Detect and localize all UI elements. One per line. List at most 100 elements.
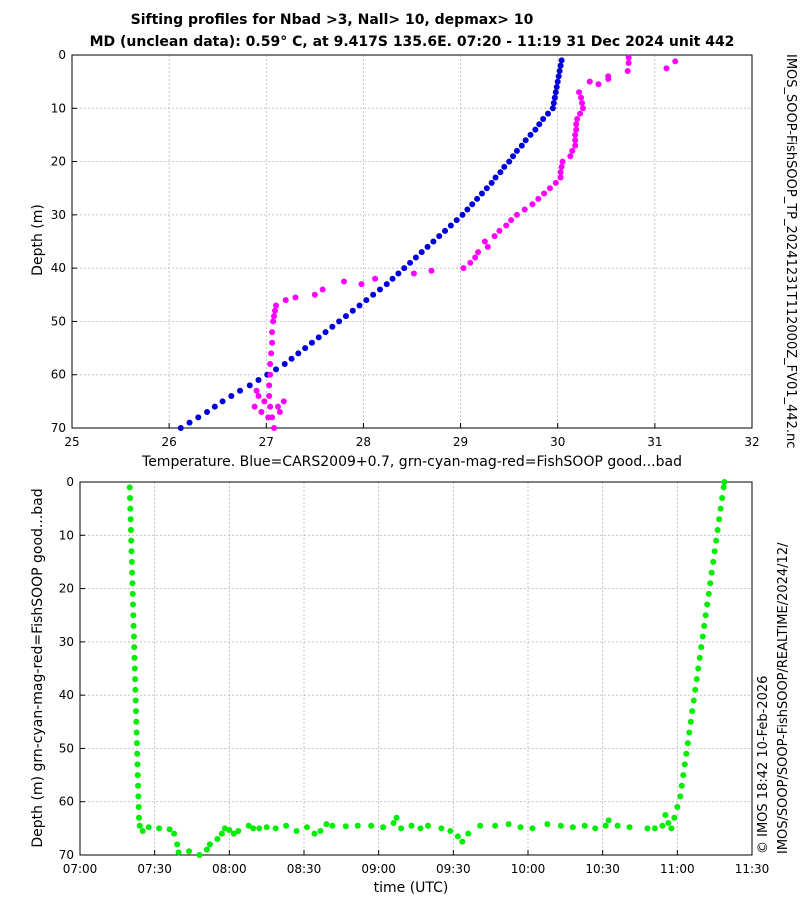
data-point (690, 697, 697, 704)
data-point (488, 179, 495, 186)
data-point (625, 54, 632, 61)
y-tick-label: 40 (59, 688, 74, 702)
data-point (302, 345, 309, 352)
data-point (196, 852, 203, 858)
data-point (261, 398, 268, 405)
data-point (605, 817, 612, 824)
data-point (418, 249, 425, 256)
data-point (513, 211, 520, 218)
data-point (671, 814, 678, 821)
data-point (358, 281, 365, 288)
data-point (276, 409, 283, 416)
title-line-1: Sifting profiles for Nbad >3, Nall> 10, … (131, 12, 534, 28)
data-point (557, 174, 564, 181)
data-point (315, 334, 322, 341)
data-point (540, 115, 547, 122)
data-point (266, 393, 273, 400)
data-point (573, 126, 580, 133)
data-point (251, 403, 258, 410)
data-point (390, 820, 397, 827)
data-point (546, 185, 553, 192)
data-point (265, 414, 272, 421)
data-point (484, 243, 491, 250)
data-point (695, 665, 702, 672)
data-point (128, 558, 135, 565)
data-point (497, 169, 504, 176)
data-point (521, 206, 528, 213)
data-point (292, 294, 299, 301)
data-point (135, 782, 142, 789)
data-point (556, 67, 563, 74)
data-point (133, 740, 140, 747)
data-point (557, 62, 564, 69)
data-point (174, 841, 181, 848)
data-point (255, 377, 262, 384)
data-point (459, 838, 466, 845)
data-point (363, 297, 370, 304)
data-point (407, 259, 414, 266)
data-point (132, 686, 139, 693)
data-point (139, 828, 146, 835)
data-point (459, 211, 466, 218)
data-point (678, 782, 685, 789)
data-point (681, 761, 688, 768)
data-point (271, 425, 278, 431)
data-point (393, 814, 400, 821)
data-point (644, 825, 651, 832)
data-point (592, 825, 599, 832)
data-point (166, 826, 173, 833)
data-point (267, 371, 274, 378)
data-point (135, 804, 142, 811)
data-point (714, 526, 721, 533)
data-point (128, 537, 135, 544)
top-chart-ticks: 25 26 27 28 29 30 31 32 0 10 20 30 40 50 60 70 (51, 48, 760, 449)
data-point (551, 94, 558, 101)
data-point (595, 81, 602, 88)
data-point (389, 275, 396, 282)
data-point (710, 558, 717, 565)
data-point (481, 238, 488, 245)
data-point (567, 153, 574, 160)
data-point (127, 516, 134, 523)
bottom-chart-ticks: 07:00 07:30 08:00 08:30 09:00 09:30 10:00 10:30… (59, 475, 770, 876)
bottom-chart-frame (79, 481, 753, 856)
data-point (145, 824, 152, 831)
y-tick-label: 50 (51, 314, 66, 328)
x-tick-label: 07:00 (63, 862, 98, 876)
data-point (689, 708, 696, 715)
data-point (529, 201, 536, 208)
data-point (447, 828, 454, 835)
data-point (454, 833, 461, 840)
data-point (680, 772, 687, 779)
data-point (129, 569, 136, 576)
data-point (713, 537, 720, 544)
data-point (614, 822, 621, 829)
data-point (171, 830, 178, 837)
data-point (408, 822, 415, 829)
bottom-chart-ylabel: Depth (m) grn-cyan-mag-red=FishSOOP good… (30, 488, 46, 847)
data-point (424, 243, 431, 250)
x-tick-label: 11:30 (735, 862, 770, 876)
data-point (237, 387, 244, 394)
x-tick-label: 10:00 (511, 862, 546, 876)
data-point (401, 265, 408, 272)
data-point (303, 824, 310, 831)
x-tick-label: 29 (453, 435, 468, 449)
x-tick-label: 30 (550, 435, 565, 449)
data-point (410, 270, 417, 277)
y-tick-label: 0 (58, 48, 66, 62)
y-tick-label: 20 (59, 582, 74, 596)
data-point (465, 830, 472, 837)
data-point (501, 163, 508, 170)
bottom-chart: 07:00 07:30 08:00 08:30 09:00 09:30 10:00 10:30… (30, 475, 769, 896)
y-tick-label: 60 (51, 368, 66, 382)
data-point (472, 254, 479, 261)
x-tick-label: 08:30 (287, 862, 322, 876)
data-point (127, 526, 134, 533)
data-point (398, 825, 405, 832)
data-point (383, 281, 390, 288)
data-point (308, 339, 315, 346)
data-point (506, 158, 513, 165)
data-point (579, 99, 585, 106)
data-point (132, 676, 139, 683)
